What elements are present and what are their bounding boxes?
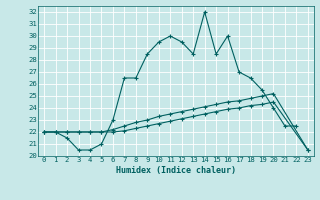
X-axis label: Humidex (Indice chaleur): Humidex (Indice chaleur)	[116, 166, 236, 175]
